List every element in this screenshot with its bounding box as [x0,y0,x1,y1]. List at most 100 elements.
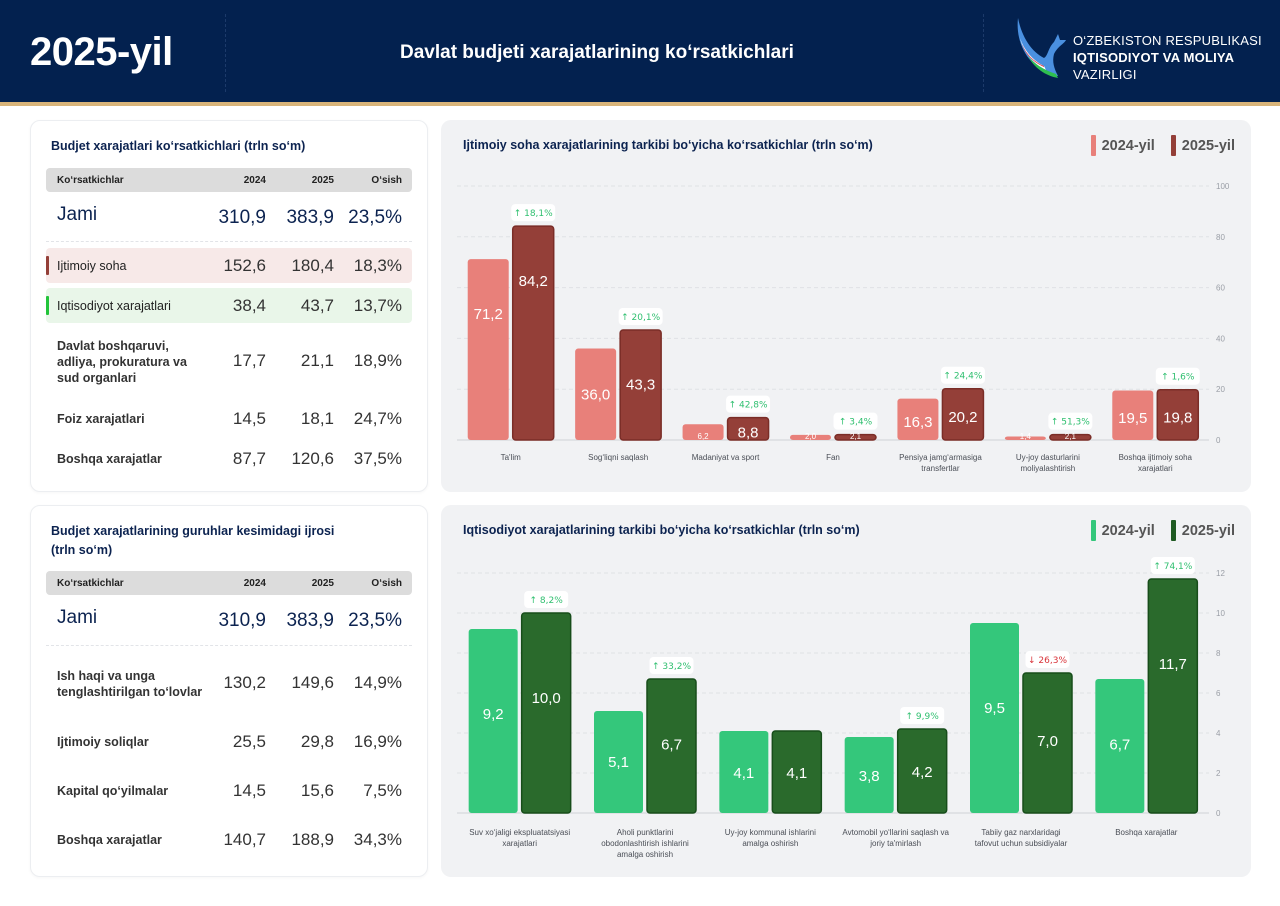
bar-value-label: 8,8 [738,425,759,442]
category-label: moliyalashtirish [1021,464,1076,473]
y-tick-label: 2 [1216,769,1221,778]
row-label: Boshqa xarajatlar [57,833,162,847]
legend-item-2024: 2024-yil [1090,520,1155,541]
legend-item-2025: 2025-yil [1170,520,1235,541]
column-header-2024: 2024 [243,175,266,186]
value-growth: 24,7% [353,409,402,428]
category-label: Madaniyat va sport [692,453,760,462]
value-2024: 17,7 [232,351,266,370]
bar-2024 [575,348,617,440]
bar-value-label: 19,8 [1163,409,1192,426]
growth-badge [726,395,771,413]
bar-value-label: 10,0 [532,690,561,707]
economy-bar-chart: 0 2 4 6 8 10 12 9,2 10,0 ↑ 8,2% Suv xo‘jaligi eksp… [457,557,1225,859]
row-divider [46,241,412,242]
value-growth: 23,5% [348,610,402,631]
chart-legend: 2024-yil 2025-yil [1075,520,1235,541]
value-growth: 13,7% [353,296,402,315]
budget-groups-card: Budjet xarajatlarining guruhlar kesimida… [30,505,428,877]
bar-2025 [646,678,697,814]
value-2025: 120,6 [291,449,334,468]
value-2024: 14,5 [232,781,266,800]
growth-up-label: ↑ 1,6% [1161,373,1195,383]
legend-swatch [1170,520,1176,541]
bar-value-label: 6,7 [661,736,682,753]
bar-2024 [594,711,643,813]
row-marker [46,296,49,315]
value-growth: 7,5% [363,781,402,800]
bar-2025 [834,433,877,441]
category-label: Uy-joy kommunal ishlarini [725,828,816,837]
category-label: Pensiya jamg‘armasiga [899,453,982,462]
value-2025: 43,7 [300,296,334,315]
bar-2024 [719,731,769,813]
row-label: Ijtimoiy soha [57,259,127,273]
card-title: Budjet xarajatlarining guruhlar kesimida… [51,524,335,557]
table-header: Ko‘rsatkichlar 2024 2025 O‘sish [46,168,412,192]
y-tick-label: 80 [1216,233,1225,242]
value-2025: 21,1 [300,351,334,370]
bar-2024 [468,629,518,813]
growth-up-label: ↑ 74,1% [1153,562,1192,572]
category-label: amalga oshirish [742,839,798,848]
growth-up-label: ↑ 3,4% [839,418,873,428]
budget-indicators-card: Budjet xarajatlari ko‘rsatkichlari (trln… [30,120,428,492]
y-tick-label: 40 [1216,334,1225,343]
column-header-indicator: Ko‘rsatkichlar [57,578,124,589]
social-sector-bar-chart: 0 20 40 60 80 100 71,2 84,2 ↑ 18,1% Ta'lim 36,0 43,… [457,182,1230,473]
y-tick-label: 8 [1216,649,1221,658]
category-label: xarajatlari [1138,464,1173,473]
column-header-growth: O‘sish [371,578,402,589]
growth-badge [511,204,556,222]
category-label: amalga oshirish [617,850,673,859]
row-label: Davlat boshqaruvi, adliya, prokuratura v… [57,339,187,385]
table-row: Foiz xarajatlari 14,5 18,1 24,7% [46,405,412,433]
social-sector-chart-panel: Ijtimoiy soha xarajatlarining tarkibi bo… [441,120,1251,492]
bar-2024 [790,434,831,440]
column-header-2025: 2025 [311,175,334,186]
bar-2025 [1049,433,1092,441]
card-title: Budjet xarajatlari ko‘rsatkichlari (trln… [51,139,306,153]
value-2025: 383,9 [286,207,334,228]
value-2024: 310,9 [218,610,266,631]
growth-badge [1155,367,1200,385]
category-label: transfertlar [921,464,960,473]
y-tick-label: 0 [1216,436,1221,445]
value-growth: 34,3% [353,830,402,849]
growth-up-label: ↑ 24,4% [943,372,982,382]
bar-value-label: 6,7 [1109,736,1130,753]
value-2024: 130,2 [223,673,266,692]
ministry-bird-logo-icon [1017,18,1066,78]
header-divider [225,14,226,92]
bar-2025 [1022,672,1073,814]
value-2025: 15,6 [300,781,334,800]
chart-title: Ijtimoiy soha xarajatlarining tarkibi bo… [463,138,873,152]
legend-label: 2024-yil [1101,137,1155,154]
value-2025: 29,8 [300,732,334,751]
growth-up-label: ↑ 33,2% [652,662,691,672]
growth-badge [618,308,663,326]
category-label: obodonlashtirish ishlarini [601,839,689,848]
growth-badge [649,657,694,674]
value-2024: 38,4 [232,296,266,315]
org-line-3: VAZIRLIGI [1073,67,1137,82]
legend-label: 2024-yil [1101,522,1155,539]
bar-value-label: 16,3 [903,414,932,431]
value-2025: 180,4 [291,256,334,275]
column-header-2024: 2024 [243,578,266,589]
value-growth: 18,9% [353,351,402,370]
growth-badge [1048,412,1093,430]
bar-value-label: 2,0 [805,432,817,441]
legend-label: 2025-yil [1181,137,1235,154]
category-label: Uy-joy dasturlarini [1016,453,1080,462]
y-tick-label: 6 [1216,689,1221,698]
y-tick-label: 60 [1216,284,1225,293]
org-line-2: IQTISODIYOT VA MOLIYA [1073,50,1235,65]
growth-up-label: ↑ 9,9% [906,712,940,722]
legend-swatch [1170,135,1176,156]
bar-2024 [970,623,1019,813]
chart-title: Iqtisodiyot xarajatlarining tarkibi bo‘y… [463,523,860,537]
category-label: Boshqa xarajatlar [1115,828,1178,837]
growth-badge [900,707,945,724]
column-header-growth: O‘sish [371,175,402,186]
